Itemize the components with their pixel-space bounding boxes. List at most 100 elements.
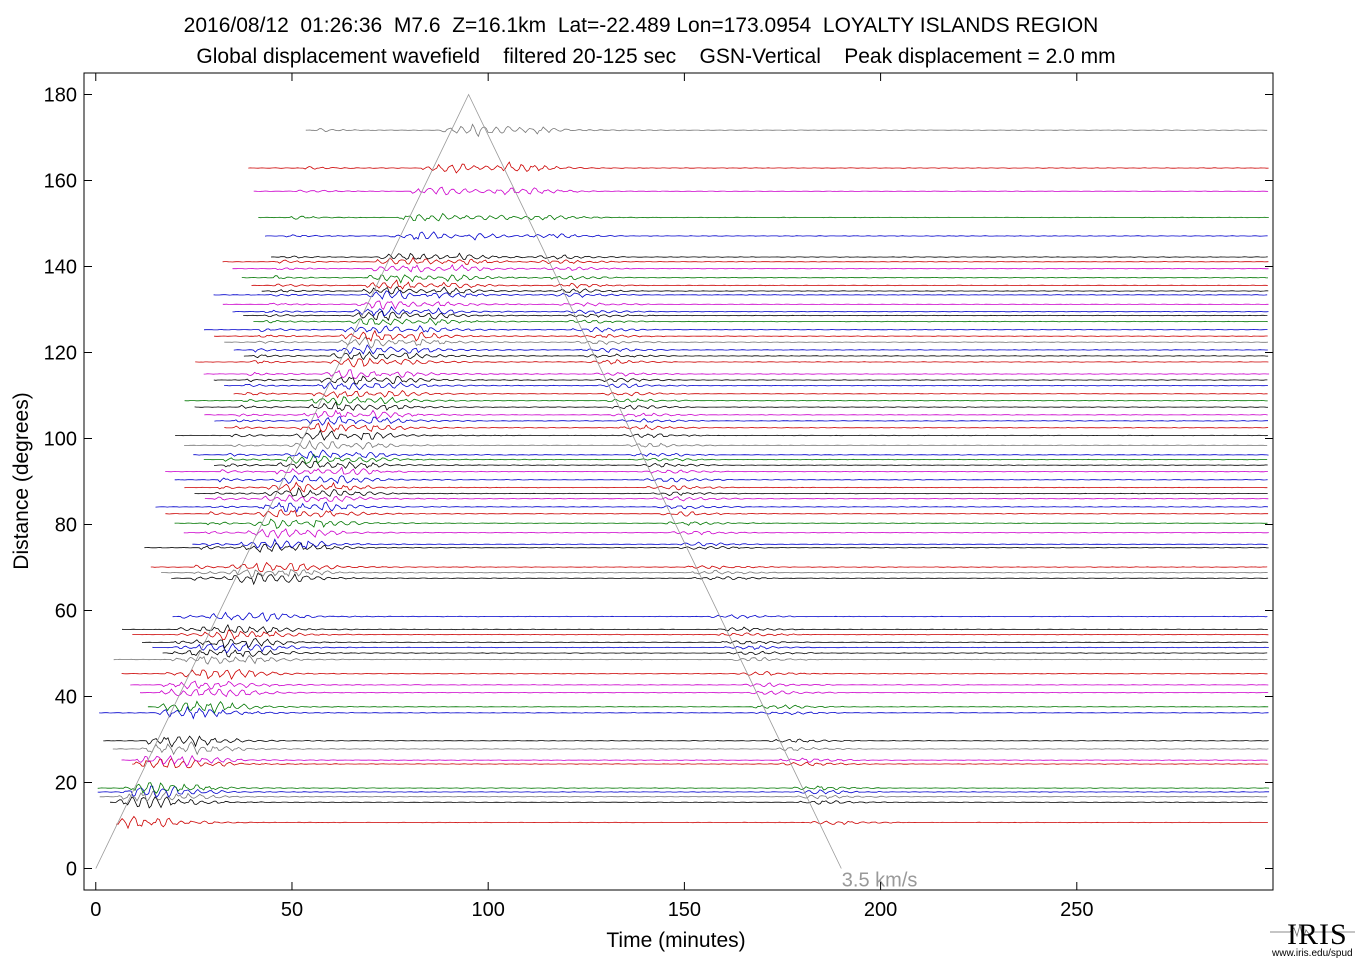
y-tick-label: 120 xyxy=(44,343,77,365)
seismogram-trace xyxy=(184,481,1268,493)
seismogram-trace xyxy=(204,494,1269,503)
seismogram-trace xyxy=(305,123,1268,138)
traces-group xyxy=(97,123,1270,830)
seismogram-trace xyxy=(261,286,1269,296)
y-axis-label: Distance (degrees) xyxy=(10,392,33,569)
seismogram-trace xyxy=(253,317,1268,326)
seismogram-trace xyxy=(175,429,1268,441)
seismogram-trace xyxy=(232,306,1269,317)
seismogram-trace xyxy=(132,757,1269,769)
seismogram-trace xyxy=(251,279,1268,290)
seismogram-trace xyxy=(224,421,1269,433)
seismogram-trace xyxy=(147,700,1269,714)
seismogram-trace xyxy=(162,649,1268,658)
seismogram-trace xyxy=(141,638,1269,650)
seismogram-trace xyxy=(253,186,1269,196)
seismogram-trace xyxy=(121,624,1268,634)
seismogram-trace xyxy=(213,375,1268,385)
seismogram-trace xyxy=(121,668,1268,681)
seismogram-trace xyxy=(183,528,1269,539)
seismogram-trace xyxy=(174,474,1268,485)
reference-line-group: 3.5 km/s xyxy=(95,93,918,891)
axes-group: 0 50 100 150 200 250 0 20 40 60 80 100 120 140 160 180 xyxy=(44,73,1273,921)
seismogram-trace xyxy=(116,815,1268,830)
seismogram-trace xyxy=(194,486,1268,498)
seismogram-trace xyxy=(213,289,1268,300)
seismogram-trace xyxy=(195,357,1269,368)
seismogram-trace xyxy=(113,654,1268,665)
seismogram-trace xyxy=(184,396,1268,406)
reference-line-label: 3.5 km/s xyxy=(842,869,918,891)
seismogram-trace xyxy=(214,415,1268,426)
x-tick-label: 50 xyxy=(281,899,303,921)
seismogram-trace xyxy=(203,453,1268,465)
seismogram-trace xyxy=(203,369,1270,379)
seismogram-trace xyxy=(192,538,1268,549)
seismogram-trace xyxy=(97,785,1270,798)
chart-subtitle: Global displacement wavefield filtered 2… xyxy=(196,45,1116,68)
seismogram-trace xyxy=(204,409,1268,420)
seismogram-trace xyxy=(152,642,1269,654)
seismogram-trace xyxy=(112,741,1269,756)
seismogram-trace xyxy=(224,336,1269,349)
seismogram-trace xyxy=(193,449,1269,459)
iris-logo-text: IRIS xyxy=(1287,918,1348,951)
y-tick-label: 40 xyxy=(55,687,77,709)
seismogram-trace xyxy=(139,687,1269,698)
seismogram-trace xyxy=(222,256,1269,265)
x-tick-label: 250 xyxy=(1060,899,1093,921)
y-tick-label: 0 xyxy=(66,859,77,881)
seismogram-trace xyxy=(243,310,1268,322)
seismogram-trace xyxy=(184,439,1268,451)
seismogram-trace xyxy=(248,161,1269,174)
seismogram-trace xyxy=(144,542,1269,553)
seismogram-trace xyxy=(270,252,1268,260)
seismogram-trace xyxy=(132,629,1269,641)
iris-url: www.iris.edu/spud xyxy=(1272,948,1353,959)
seismogram-trace xyxy=(130,680,1269,690)
reference-velocity-line xyxy=(95,93,842,869)
x-tick-label: 0 xyxy=(90,899,101,921)
seismogram-trace xyxy=(214,460,1268,470)
seismogram-trace xyxy=(155,501,1269,513)
iris-seismograph-icon xyxy=(1270,924,1355,941)
seismogram-trace xyxy=(232,264,1269,273)
seismogram-trace xyxy=(233,390,1268,399)
x-tick-label: 100 xyxy=(471,899,504,921)
seismogram-trace xyxy=(121,754,1268,767)
x-tick-label: 150 xyxy=(668,899,701,921)
seismogram-trace xyxy=(99,790,1268,803)
seismogram-trace xyxy=(233,344,1268,355)
plot-frame xyxy=(83,72,1274,891)
seismogram-trace xyxy=(222,300,1269,310)
seismogram-trace xyxy=(97,782,1270,794)
seismogram-trace xyxy=(224,381,1268,391)
x-tick-label: 200 xyxy=(864,899,897,921)
seismogram-trace xyxy=(174,518,1268,529)
seismogram-trace xyxy=(165,509,1269,518)
seismogram-trace xyxy=(161,569,1268,579)
seismogram-trace xyxy=(243,350,1269,361)
seismogram-trace xyxy=(165,466,1268,476)
seismogram-trace xyxy=(241,274,1269,284)
seismogram-trace xyxy=(258,212,1269,222)
y-tick-label: 180 xyxy=(44,85,77,107)
seismogram-trace xyxy=(213,329,1268,342)
y-tick-label: 140 xyxy=(44,257,77,279)
seismogram-trace xyxy=(194,400,1268,412)
seismogram-trace xyxy=(264,231,1268,241)
y-tick-label: 80 xyxy=(55,515,77,537)
y-tick-label: 100 xyxy=(44,429,77,451)
seismogram-trace xyxy=(203,325,1268,334)
y-tick-label: 160 xyxy=(44,171,77,193)
seismogram-trace xyxy=(99,705,1269,720)
seismogram-trace xyxy=(103,735,1269,748)
seismogram-trace xyxy=(109,796,1268,809)
seismogram-trace xyxy=(150,561,1268,573)
y-tick-label: 60 xyxy=(55,601,77,623)
y-tick-label: 20 xyxy=(55,773,77,795)
chart-title: 2016/08/12 01:26:36 M7.6 Z=16.1km Lat=-2… xyxy=(183,14,1099,37)
seismogram-trace xyxy=(171,572,1269,586)
x-axis-label: Time (minutes) xyxy=(606,929,745,952)
